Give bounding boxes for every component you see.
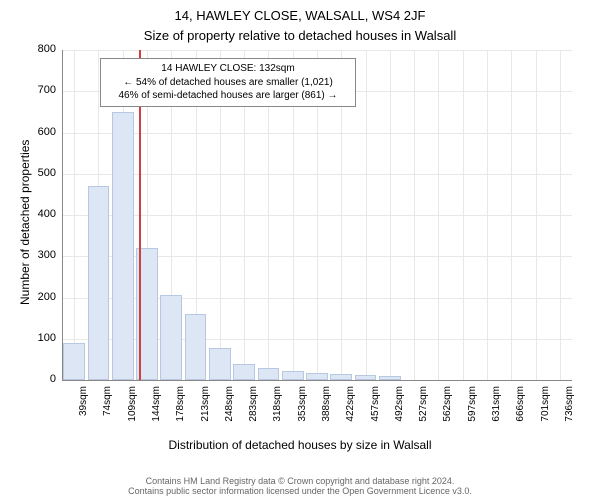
annotation-line-3: 46% of semi-detached houses are larger (… bbox=[106, 89, 350, 103]
chart-supertitle: 14, HAWLEY CLOSE, WALSALL, WS4 2JF bbox=[0, 8, 600, 23]
gridline-v bbox=[438, 50, 439, 380]
x-tick-label: 144sqm bbox=[151, 386, 162, 436]
gridline-v bbox=[536, 50, 537, 380]
gridline-v bbox=[487, 50, 488, 380]
x-tick-label: 74sqm bbox=[102, 386, 113, 436]
x-tick-label: 666sqm bbox=[515, 386, 526, 436]
x-tick-label: 283sqm bbox=[248, 386, 259, 436]
x-tick-label: 318sqm bbox=[272, 386, 283, 436]
chart-title: Size of property relative to detached ho… bbox=[0, 28, 600, 43]
histogram-bar bbox=[88, 186, 110, 380]
histogram-bar bbox=[306, 373, 328, 380]
x-tick-label: 736sqm bbox=[564, 386, 575, 436]
x-tick-label: 248sqm bbox=[224, 386, 235, 436]
gridline-v bbox=[366, 50, 367, 380]
gridline-v bbox=[414, 50, 415, 380]
histogram-bar bbox=[282, 371, 304, 380]
gridline-v bbox=[560, 50, 561, 380]
x-tick-label: 562sqm bbox=[442, 386, 453, 436]
y-tick-label: 100 bbox=[26, 332, 56, 344]
y-tick-label: 400 bbox=[26, 208, 56, 220]
y-axis-label: Number of detached properties bbox=[18, 140, 32, 305]
x-tick-label: 109sqm bbox=[127, 386, 138, 436]
x-axis-line bbox=[62, 380, 572, 381]
histogram-bar bbox=[209, 348, 231, 380]
y-tick-label: 500 bbox=[26, 167, 56, 179]
x-tick-label: 353sqm bbox=[297, 386, 308, 436]
x-tick-label: 388sqm bbox=[321, 386, 332, 436]
x-tick-label: 597sqm bbox=[467, 386, 478, 436]
x-axis-label: Distribution of detached houses by size … bbox=[0, 438, 600, 452]
x-tick-label: 178sqm bbox=[175, 386, 186, 436]
footer-attribution: Contains HM Land Registry data © Crown c… bbox=[0, 476, 600, 496]
annotation-line-2: ← 54% of detached houses are smaller (1,… bbox=[106, 76, 350, 90]
y-tick-label: 600 bbox=[26, 126, 56, 138]
x-tick-label: 492sqm bbox=[394, 386, 405, 436]
histogram-bar bbox=[63, 343, 85, 380]
x-tick-label: 701sqm bbox=[540, 386, 551, 436]
histogram-bar bbox=[233, 364, 255, 381]
y-tick-label: 300 bbox=[26, 249, 56, 261]
histogram-bar bbox=[258, 368, 280, 380]
x-tick-label: 422sqm bbox=[345, 386, 356, 436]
histogram-bar bbox=[160, 295, 182, 380]
chart-container: 14, HAWLEY CLOSE, WALSALL, WS4 2JF Size … bbox=[0, 0, 600, 500]
x-tick-label: 39sqm bbox=[78, 386, 89, 436]
y-tick-label: 200 bbox=[26, 291, 56, 303]
x-tick-label: 631sqm bbox=[491, 386, 502, 436]
y-tick-label: 700 bbox=[26, 84, 56, 96]
gridline-v bbox=[74, 50, 75, 380]
annotation-line-1: 14 HAWLEY CLOSE: 132sqm bbox=[106, 62, 350, 76]
y-tick-label: 0 bbox=[26, 373, 56, 385]
x-tick-label: 457sqm bbox=[370, 386, 381, 436]
y-tick-label: 800 bbox=[26, 43, 56, 55]
x-tick-label: 213sqm bbox=[200, 386, 211, 436]
gridline-v bbox=[463, 50, 464, 380]
gridline-v bbox=[511, 50, 512, 380]
gridline-v bbox=[390, 50, 391, 380]
histogram-bar bbox=[185, 314, 207, 380]
x-tick-label: 527sqm bbox=[418, 386, 429, 436]
annotation-box: 14 HAWLEY CLOSE: 132sqm ← 54% of detache… bbox=[100, 58, 356, 107]
histogram-bar bbox=[112, 112, 134, 380]
y-axis-line bbox=[62, 50, 63, 380]
